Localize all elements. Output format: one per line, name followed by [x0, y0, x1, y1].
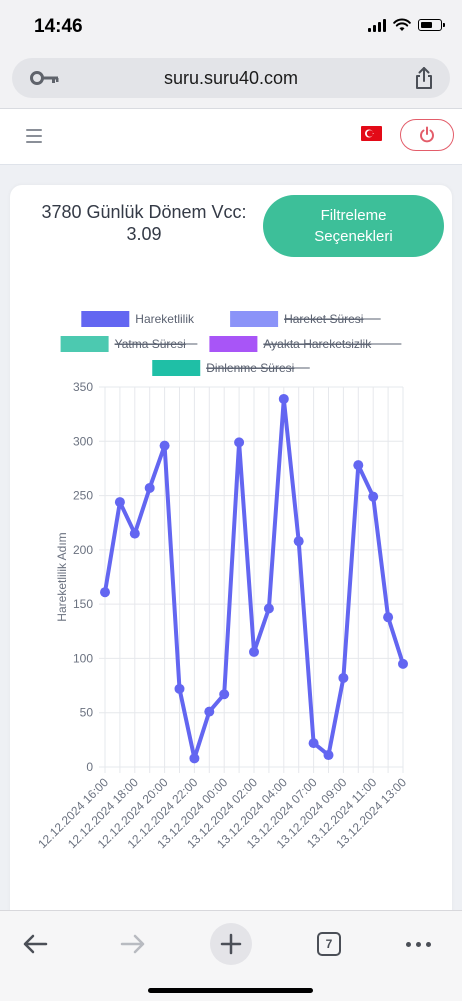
app-header: [0, 109, 462, 165]
data-point: [159, 440, 170, 451]
wifi-icon: [393, 18, 411, 31]
battery-icon: [418, 19, 445, 31]
tab-count: 7: [317, 932, 341, 956]
forward-button[interactable]: [112, 923, 154, 965]
legend-swatch: [209, 336, 258, 352]
data-point: [383, 612, 394, 623]
data-point: [100, 587, 110, 598]
status-bar: 14:46: [0, 0, 462, 52]
browser-toolbar: 7: [0, 910, 462, 1001]
legend-swatch: [60, 336, 109, 352]
data-point: [249, 646, 259, 657]
data-point: [398, 658, 408, 669]
data-point: [278, 393, 289, 404]
tabs-button[interactable]: 7: [308, 923, 350, 965]
data-point: [338, 672, 349, 683]
y-axis-label: Hareketlilik Adım: [55, 532, 69, 621]
data-point: [323, 750, 334, 761]
y-tick-label: 350: [73, 380, 93, 394]
data-point: [144, 482, 155, 493]
data-point: [219, 689, 230, 700]
data-point: [263, 603, 274, 614]
card-title: 3780 Günlük Dönem Vcc: 3.09: [41, 202, 247, 244]
activity-card: 3780 Günlük Dönem Vcc: 3.09 Filtreleme S…: [10, 185, 452, 925]
logout-button[interactable]: [400, 119, 454, 151]
y-tick-label: 50: [80, 706, 94, 720]
home-indicator: [148, 988, 313, 993]
more-menu-button[interactable]: [397, 923, 439, 965]
legend-swatch: [230, 311, 279, 327]
data-point: [129, 528, 140, 539]
key-icon[interactable]: [30, 70, 60, 86]
back-button[interactable]: [14, 923, 56, 965]
forward-arrow-icon: [120, 934, 145, 954]
data-point: [174, 683, 185, 694]
address-bar[interactable]: suru.suru40.com: [12, 58, 450, 98]
y-tick-label: 150: [73, 597, 93, 611]
data-point: [204, 706, 215, 717]
data-point: [114, 497, 125, 508]
legend-swatch: [81, 311, 130, 327]
share-icon[interactable]: [414, 66, 434, 90]
y-tick-label: 200: [73, 543, 93, 557]
url-text[interactable]: suru.suru40.com: [163, 68, 299, 88]
new-tab-button[interactable]: [210, 923, 252, 965]
data-point: [308, 738, 319, 749]
legend-swatch: [152, 360, 201, 376]
y-tick-label: 100: [73, 651, 93, 665]
status-time: 14:46: [34, 16, 83, 37]
data-point: [234, 437, 245, 448]
menu-icon[interactable]: [26, 129, 42, 143]
legend-label: Hareketlilik: [135, 312, 195, 326]
y-tick-label: 250: [73, 489, 93, 503]
back-arrow-icon: [23, 934, 48, 954]
data-point: [189, 753, 200, 764]
y-tick-label: 300: [73, 434, 93, 448]
plus-icon: [220, 933, 242, 955]
data-point: [293, 536, 304, 547]
browser-address-row: suru.suru40.com: [0, 52, 462, 109]
power-icon: [420, 126, 434, 143]
cellular-signal-icon: [368, 18, 386, 32]
filter-options-button[interactable]: Filtreleme Seçenekleri: [263, 195, 444, 257]
more-dots-icon: [405, 941, 431, 947]
data-point: [353, 460, 364, 471]
turkey-flag-icon[interactable]: [361, 126, 382, 141]
status-icons: [368, 18, 445, 32]
data-point: [368, 491, 379, 502]
y-tick-label: 0: [86, 760, 93, 774]
